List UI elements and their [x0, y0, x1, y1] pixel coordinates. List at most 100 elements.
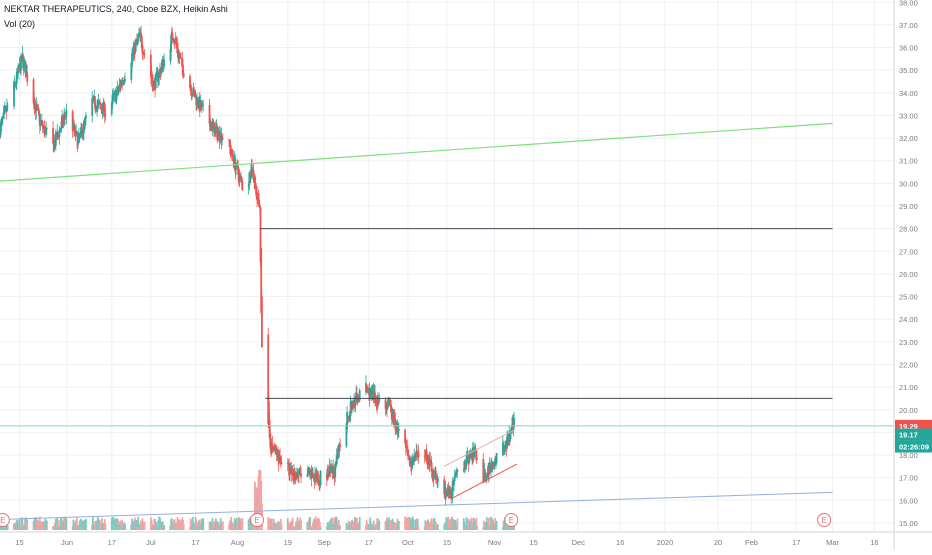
candle-up — [468, 450, 471, 464]
y-tick-label: 33.00 — [899, 111, 918, 120]
x-tick-label: Oct — [402, 538, 415, 547]
candle-body — [272, 448, 275, 450]
candle-body — [267, 334, 270, 424]
candle-body — [131, 53, 134, 57]
candle-body — [404, 429, 406, 444]
candle-body — [306, 474, 309, 477]
volume-bar — [425, 521, 428, 530]
candle-down — [280, 454, 283, 466]
y-tick-label: 24.00 — [899, 315, 918, 324]
candle-body — [387, 400, 390, 406]
candle-body — [307, 470, 309, 476]
volume-bar — [352, 520, 355, 530]
candle-body — [234, 159, 237, 173]
candle-up — [211, 118, 214, 136]
secondary-price-label-bg — [895, 428, 932, 441]
volume-bar — [456, 518, 459, 530]
candle-body — [196, 98, 199, 106]
earnings-marker-label: E — [821, 516, 826, 525]
channel-lower-line[interactable] — [452, 463, 518, 499]
candle-down — [394, 412, 397, 436]
volume-bar — [335, 516, 338, 530]
volume-bar — [291, 517, 294, 530]
candle-body — [41, 121, 44, 128]
earnings-marker[interactable]: E — [250, 513, 265, 527]
x-tick-label: Jul — [146, 538, 156, 547]
candle-down — [434, 466, 437, 484]
candle-body — [390, 404, 393, 411]
volume-bar — [463, 521, 466, 530]
earnings-marker[interactable]: E — [504, 513, 519, 527]
candle-body — [131, 53, 133, 67]
volume-bar — [241, 518, 244, 530]
volume-bar — [467, 519, 470, 530]
candle-body — [24, 63, 27, 78]
channel-upper-line[interactable] — [443, 429, 515, 467]
candle-up — [337, 444, 339, 459]
grid — [0, 0, 894, 532]
green-trendline[interactable] — [0, 122, 833, 182]
candle-body — [462, 469, 465, 472]
candle-body — [486, 472, 489, 477]
candle-down — [104, 107, 107, 121]
candle-up — [309, 467, 312, 481]
volume-bar — [233, 518, 236, 530]
candle-body — [73, 123, 75, 131]
candle-down — [444, 480, 447, 506]
candle-up — [473, 446, 476, 459]
candle-body — [59, 130, 61, 132]
candle-body — [177, 50, 180, 57]
candle-up — [6, 102, 9, 111]
earnings-marker[interactable]: E — [0, 513, 10, 527]
candle-body — [429, 459, 432, 461]
volume-bar — [297, 520, 300, 530]
candle-body — [378, 398, 381, 402]
candle-body — [17, 66, 20, 74]
candle-body — [258, 199, 261, 207]
candle-body — [453, 479, 455, 486]
candle-up — [495, 452, 498, 466]
volume-bar — [313, 518, 316, 530]
candle-body — [237, 166, 240, 175]
volume-bar — [143, 521, 146, 530]
volume-bar — [195, 519, 198, 530]
candle-body — [261, 296, 263, 348]
candle-body — [269, 433, 272, 448]
volume-bar — [18, 518, 21, 530]
blue-trendline[interactable] — [0, 491, 833, 521]
candle-up — [428, 451, 431, 472]
countdown-label-bg — [895, 440, 932, 453]
candle-body — [182, 64, 184, 77]
volume-bar — [161, 521, 164, 530]
candle-body — [175, 42, 178, 47]
candle-body — [247, 184, 250, 188]
volume-bar — [182, 524, 185, 530]
candle-body — [64, 116, 67, 118]
candle-body — [271, 443, 274, 448]
volume-bar — [337, 519, 340, 530]
candle-body — [23, 62, 26, 68]
volume-bar — [319, 527, 322, 530]
candle-body — [216, 126, 219, 140]
candle-body — [120, 80, 123, 87]
candle-body — [492, 462, 495, 468]
volume-bar — [488, 517, 490, 530]
candle-body — [32, 79, 35, 104]
volume-bar — [372, 520, 375, 530]
earnings-marker[interactable]: E — [817, 513, 832, 527]
candle-up — [3, 104, 6, 119]
candle-body — [407, 454, 410, 457]
candle-up — [85, 111, 87, 126]
candle-body — [367, 390, 369, 392]
candle-body — [510, 427, 513, 433]
candle-body — [444, 487, 447, 500]
candle-body — [22, 54, 24, 58]
volume-bar — [65, 518, 68, 530]
candle-body — [232, 155, 235, 161]
volume-bar — [412, 519, 415, 530]
volume-bar — [513, 526, 515, 530]
drawings[interactable] — [0, 122, 894, 521]
